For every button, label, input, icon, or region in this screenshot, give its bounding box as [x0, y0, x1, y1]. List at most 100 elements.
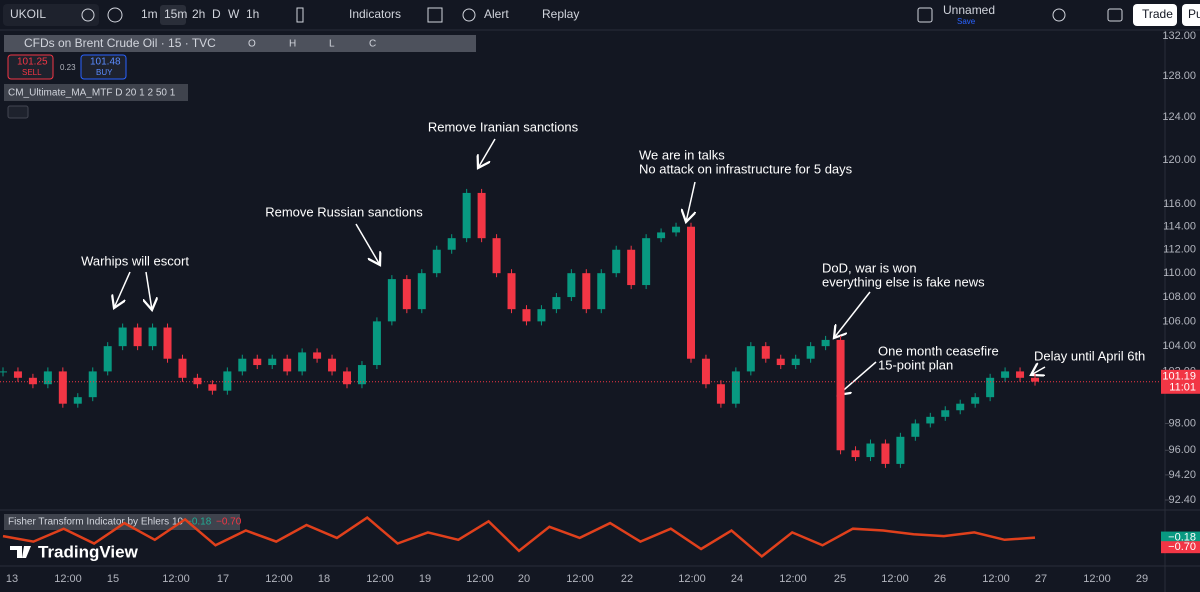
- symbol-search[interactable]: [3, 4, 99, 26]
- save-button[interactable]: Save: [957, 17, 976, 26]
- indicator-value: −0.18: [186, 517, 212, 528]
- candle: [73, 397, 82, 404]
- templates[interactable]: [427, 7, 443, 23]
- time-label: 27: [1035, 573, 1047, 585]
- time-label: 29: [1136, 573, 1148, 585]
- price-tick-label: 110.00: [1163, 267, 1196, 279]
- settings[interactable]: [1052, 8, 1066, 22]
- spread: 0.23: [60, 63, 76, 72]
- ma-legend: CM_Ultimate_MA_MTF D 20 1 2 50 1: [8, 88, 176, 99]
- candle: [851, 450, 860, 458]
- add-symbol[interactable]: [107, 7, 123, 23]
- candle: [118, 327, 127, 347]
- candle: [761, 346, 770, 359]
- toolbar: [0, 0, 1200, 30]
- ohlc-label: O: [248, 39, 256, 50]
- buy-price[interactable]: 101.48: [90, 57, 121, 68]
- alert-button[interactable]: Alert: [484, 7, 509, 21]
- replay-button[interactable]: Replay: [542, 7, 579, 21]
- candle: [612, 249, 621, 274]
- time-label: 12:00: [466, 573, 494, 585]
- price-tick-label: 128.00: [1162, 70, 1196, 82]
- icon: [81, 8, 95, 22]
- annotation: 15-point plan: [878, 357, 953, 372]
- candle: [492, 238, 501, 274]
- indicator-value: −0.70: [216, 517, 242, 528]
- time-label: 12:00: [982, 573, 1010, 585]
- time-label: 12:00: [881, 573, 909, 585]
- chart-type[interactable]: [296, 7, 304, 23]
- trade-label[interactable]: Trade: [1142, 7, 1173, 21]
- annotation: Delay until April 6th: [1034, 348, 1145, 363]
- candle: [1031, 377, 1039, 382]
- publish-label[interactable]: Pu: [1188, 7, 1200, 21]
- annotation: Remove Russian sanctions: [265, 204, 423, 219]
- sell-button[interactable]: [7, 54, 54, 80]
- indicator-title: Fisher Transform Indicator by Ehlers 10: [8, 517, 184, 528]
- interval[interactable]: 1h: [246, 7, 259, 21]
- candle: [208, 384, 217, 391]
- collapse-legend[interactable]: [7, 105, 29, 119]
- candle: [881, 443, 890, 464]
- time-label: 12:00: [54, 573, 82, 585]
- candle: [926, 416, 935, 424]
- candles: [0, 188, 1039, 468]
- price-tick-label: 104.00: [1162, 340, 1196, 352]
- candle: [582, 273, 591, 310]
- logo: [10, 546, 31, 558]
- trade-button[interactable]: [1133, 4, 1177, 26]
- time-label: 19: [419, 573, 431, 585]
- candle: [896, 436, 905, 464]
- time-label: 12:00: [265, 573, 293, 585]
- interval[interactable]: 2h: [192, 7, 205, 21]
- annotation-arrows: [114, 138, 1046, 395]
- interval[interactable]: 1m: [141, 7, 158, 21]
- time-label: 12:00: [678, 573, 706, 585]
- alert-icon: [462, 8, 476, 22]
- indicator-price-label: −0.70: [1168, 541, 1196, 553]
- candle: [238, 358, 247, 372]
- interval[interactable]: 15m: [164, 7, 187, 21]
- indicators-button[interactable]: Indicators: [349, 7, 401, 21]
- publish-button[interactable]: [1182, 4, 1200, 26]
- buy-button[interactable]: [80, 54, 127, 80]
- symbol[interactable]: UKOIL: [10, 7, 46, 21]
- layout-icon: [917, 7, 933, 23]
- annotation: DoD, war is won: [822, 260, 917, 275]
- candle: [567, 273, 576, 298]
- candle: [13, 371, 22, 378]
- candle: [268, 358, 277, 366]
- candle: [0, 371, 7, 373]
- candle: [103, 346, 112, 372]
- legend-bg: [4, 35, 476, 52]
- buy-label[interactable]: BUY: [96, 68, 113, 77]
- candle: [163, 327, 172, 359]
- annotation: Remove Iranian sanctions: [428, 119, 579, 134]
- candle: [58, 371, 67, 404]
- candle: [971, 397, 980, 404]
- candle: [597, 273, 606, 310]
- candle: [776, 358, 785, 366]
- time-label: 12:00: [1083, 573, 1111, 585]
- candle: [806, 346, 815, 359]
- legend-title: CFDs on Brent Crude Oil · 15 · TVC: [24, 36, 216, 50]
- snapshot[interactable]: [1107, 8, 1123, 22]
- candle: [357, 365, 366, 385]
- interval[interactable]: D: [212, 7, 221, 21]
- candle: [956, 403, 965, 411]
- price-tick-label: 92.40: [1168, 494, 1196, 506]
- candle: [522, 309, 531, 322]
- time-label: 12:00: [366, 573, 394, 585]
- indicator-price-box: [1161, 541, 1200, 554]
- sell-label[interactable]: SELL: [22, 68, 42, 77]
- time-label: 12:00: [779, 573, 807, 585]
- last-price-box: [1161, 369, 1200, 394]
- candle: [133, 327, 142, 347]
- time-label: 15: [107, 573, 119, 585]
- interval[interactable]: W: [228, 7, 240, 21]
- watermark: TradingView: [38, 542, 139, 561]
- candle: [477, 192, 486, 239]
- sell-price[interactable]: 101.25: [17, 57, 48, 68]
- layout-name[interactable]: Unnamed: [943, 3, 995, 17]
- candle: [343, 371, 351, 385]
